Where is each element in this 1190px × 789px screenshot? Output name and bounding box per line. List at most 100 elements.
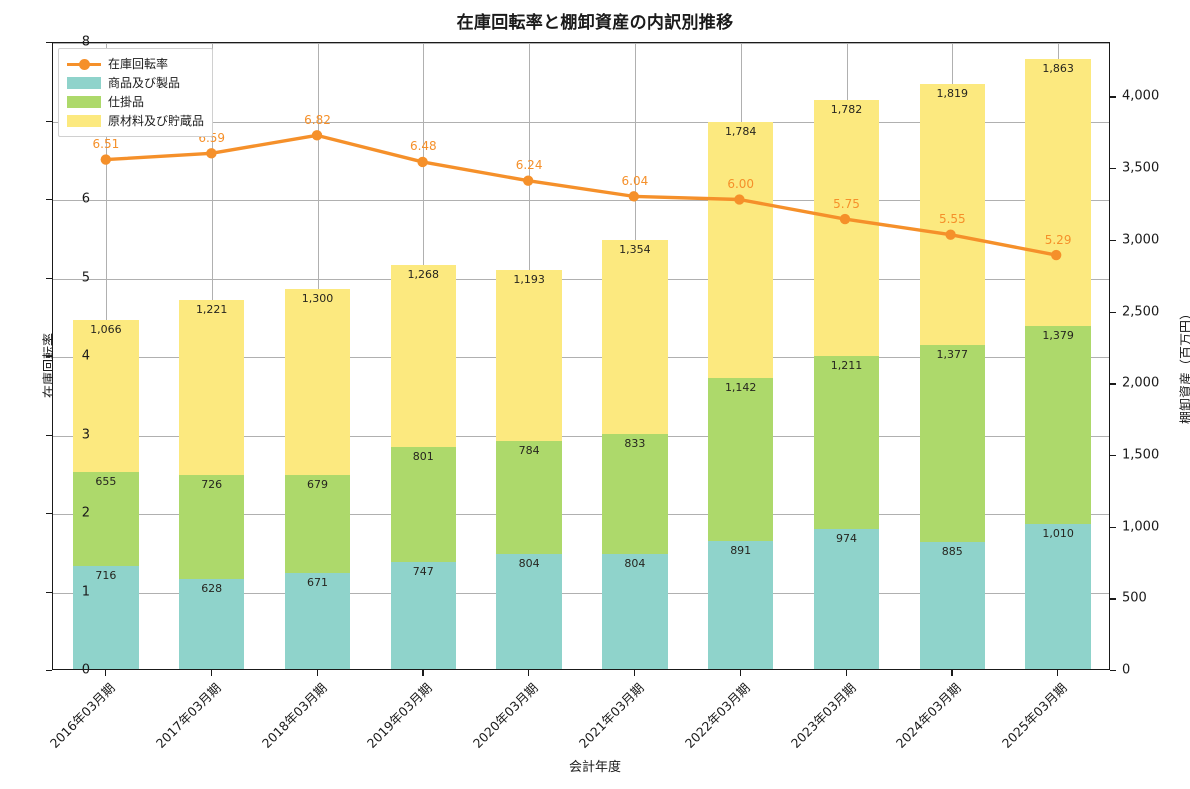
- bar-segment[interactable]: [919, 344, 986, 543]
- x-axis-tick: [422, 670, 424, 676]
- bar-value-label: 974: [835, 532, 857, 546]
- legend-color-swatch-icon: [67, 114, 101, 128]
- legend-item[interactable]: 在庫回転率: [67, 54, 204, 73]
- right-axis-tick-label: 4,000: [1122, 88, 1160, 104]
- x-tick-label: 2025年03月期: [998, 680, 1070, 751]
- bar-segment[interactable]: [178, 578, 245, 669]
- right-axis-tick: [1110, 454, 1116, 457]
- bar-value-label: 1,863: [1042, 62, 1074, 76]
- legend-swatch-icon: [67, 76, 101, 89]
- bar-value-label: 628: [201, 581, 223, 595]
- line-marker[interactable]: [311, 130, 323, 141]
- x-axis-tick: [633, 670, 636, 676]
- line-marker[interactable]: [628, 191, 639, 202]
- left-axis-tick: [46, 591, 52, 593]
- bar-segment[interactable]: [73, 319, 139, 473]
- bar-group[interactable]: 804 784 1,193: [496, 41, 562, 669]
- bar-group[interactable]: 747 801 1,268: [390, 41, 457, 669]
- line-marker[interactable]: [523, 175, 534, 186]
- bar-segment[interactable]: [813, 355, 880, 530]
- bar-group[interactable]: 804 833 1,354: [602, 41, 668, 669]
- bar-value-label: 801: [412, 450, 434, 464]
- bar-segment[interactable]: [178, 474, 245, 579]
- bar-segment[interactable]: [73, 566, 139, 669]
- bar-group[interactable]: 974 1,211 1,782: [813, 41, 880, 669]
- bar-group[interactable]: 716 655 1,066: [73, 41, 139, 669]
- bar-value-label: 1,377: [936, 347, 969, 361]
- bar-segment[interactable]: [813, 529, 880, 669]
- line-marker[interactable]: [839, 213, 851, 225]
- legend-swatch-icon: [67, 95, 101, 108]
- x-axis-tick: [316, 670, 318, 676]
- left-axis-tick: [46, 670, 52, 672]
- x-tick-label: 2016年03月期: [46, 680, 118, 751]
- bar-segment[interactable]: [602, 434, 668, 554]
- line-marker[interactable]: [734, 194, 745, 205]
- bar-value-label: 1,782: [830, 103, 863, 117]
- bar-segment[interactable]: [496, 441, 562, 554]
- bar-group[interactable]: 1,010 1,379 1,863: [1025, 41, 1091, 669]
- bar-segment[interactable]: [602, 553, 668, 669]
- bar-value-label: 885: [941, 545, 963, 559]
- bar-segment[interactable]: [284, 289, 351, 476]
- gridline-horizontal: [53, 43, 1109, 44]
- x-tick-label: 2020年03月期: [469, 680, 541, 751]
- gridline-horizontal: [53, 435, 1109, 437]
- line-marker[interactable]: [945, 229, 956, 240]
- bar-segment[interactable]: [284, 572, 351, 669]
- bar-segment[interactable]: [1025, 326, 1091, 525]
- line-marker[interactable]: [1051, 249, 1062, 261]
- left-axis-tick-label: 3: [81, 427, 90, 442]
- chart-legend: 在庫回転率商品及び製品仕掛品原材料及び貯蔵品: [58, 48, 214, 137]
- right-axis-tick-label: 1,500: [1122, 447, 1160, 463]
- right-axis-tick: [1110, 598, 1116, 600]
- bar-segment[interactable]: [390, 561, 457, 669]
- bar-segment[interactable]: [178, 299, 245, 475]
- line-marker[interactable]: [417, 156, 428, 168]
- bar-segment[interactable]: [284, 475, 351, 573]
- legend-item[interactable]: 仕掛品: [67, 92, 204, 111]
- line-path: [104, 133, 1058, 257]
- line-marker[interactable]: [100, 154, 111, 165]
- legend-item[interactable]: 原材料及び貯蔵品: [67, 111, 204, 130]
- legend-line-marker-icon: [67, 57, 101, 71]
- bar-group[interactable]: 891 1,142 1,784: [707, 41, 774, 669]
- bar-segment[interactable]: [390, 447, 457, 562]
- bar-series-layer: 716 655 1,066 628 726 1,221 671 679 1,300 747 801 1…: [53, 43, 1109, 669]
- chart-title: 在庫回転率と棚卸資産の内訳別推移: [456, 13, 734, 33]
- bar-segment[interactable]: [919, 83, 986, 345]
- bar-value-label: 1,784: [724, 124, 757, 138]
- bar-segment[interactable]: [496, 270, 562, 442]
- bar-group[interactable]: 628 726 1,221: [178, 41, 245, 669]
- right-axis-tick-label: 0: [1122, 662, 1131, 678]
- left-axis-tick-label: 8: [81, 34, 90, 50]
- plot-area: 716 655 1,066 628 726 1,221 671 679 1,300 747 801 1…: [52, 42, 1110, 670]
- bar-segment[interactable]: [707, 541, 774, 669]
- left-axis-tick: [46, 434, 52, 436]
- bar-group[interactable]: 671 679 1,300: [284, 41, 351, 669]
- bar-value-label: 655: [95, 475, 117, 489]
- left-axis-tick: [46, 120, 52, 122]
- line-marker[interactable]: [206, 148, 217, 159]
- bar-segment[interactable]: [707, 121, 774, 378]
- legend-item[interactable]: 商品及び製品: [67, 73, 204, 92]
- bar-segment[interactable]: [919, 542, 986, 669]
- bar-value-label: 1,379: [1042, 329, 1074, 343]
- line-value-label: 6.04: [621, 173, 649, 188]
- gridline-horizontal: [53, 592, 1109, 594]
- bar-segment[interactable]: [390, 265, 457, 448]
- legend-item-label: 原材料及び貯蔵品: [108, 114, 205, 128]
- bar-segment[interactable]: [496, 553, 562, 669]
- x-axis-tick: [210, 670, 212, 676]
- bar-segment[interactable]: [1025, 524, 1091, 669]
- bar-segment[interactable]: [602, 240, 668, 435]
- bar-value-label: 833: [624, 437, 646, 451]
- bar-segment[interactable]: [73, 472, 139, 567]
- bar-group[interactable]: 885 1,377 1,819: [919, 41, 986, 669]
- right-axis-tick: [1110, 526, 1116, 528]
- bar-segment[interactable]: [707, 377, 774, 542]
- bar-segment[interactable]: [1025, 59, 1091, 327]
- legend-item-label: 商品及び製品: [108, 76, 181, 90]
- line-value-label: 5.29: [1044, 232, 1072, 247]
- bar-segment[interactable]: [813, 100, 880, 356]
